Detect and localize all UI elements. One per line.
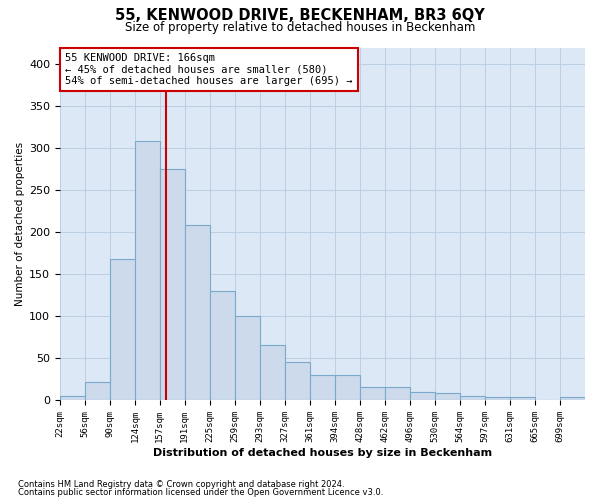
- Bar: [60, 396, 85, 400]
- Bar: [460, 396, 485, 400]
- Bar: [509, 398, 535, 400]
- Bar: [385, 388, 410, 400]
- X-axis label: Distribution of detached houses by size in Beckenham: Distribution of detached houses by size …: [153, 448, 492, 458]
- Bar: [285, 362, 310, 400]
- Text: 55, KENWOOD DRIVE, BECKENHAM, BR3 6QY: 55, KENWOOD DRIVE, BECKENHAM, BR3 6QY: [115, 8, 485, 22]
- Bar: [185, 226, 210, 400]
- Bar: [110, 259, 136, 400]
- Bar: [485, 398, 509, 400]
- Bar: [85, 382, 110, 400]
- Bar: [560, 398, 585, 400]
- Bar: [310, 375, 335, 400]
- Text: 55 KENWOOD DRIVE: 166sqm
← 45% of detached houses are smaller (580)
54% of semi-: 55 KENWOOD DRIVE: 166sqm ← 45% of detach…: [65, 53, 353, 86]
- Bar: [136, 142, 160, 400]
- Bar: [335, 375, 360, 400]
- Bar: [260, 346, 285, 400]
- Text: Size of property relative to detached houses in Beckenham: Size of property relative to detached ho…: [125, 21, 475, 34]
- Bar: [435, 394, 460, 400]
- Text: Contains HM Land Registry data © Crown copyright and database right 2024.: Contains HM Land Registry data © Crown c…: [18, 480, 344, 489]
- Bar: [410, 392, 435, 400]
- Y-axis label: Number of detached properties: Number of detached properties: [15, 142, 25, 306]
- Bar: [235, 316, 260, 400]
- Bar: [210, 291, 235, 400]
- Bar: [160, 169, 185, 400]
- Bar: [360, 388, 385, 400]
- Text: Contains public sector information licensed under the Open Government Licence v3: Contains public sector information licen…: [18, 488, 383, 497]
